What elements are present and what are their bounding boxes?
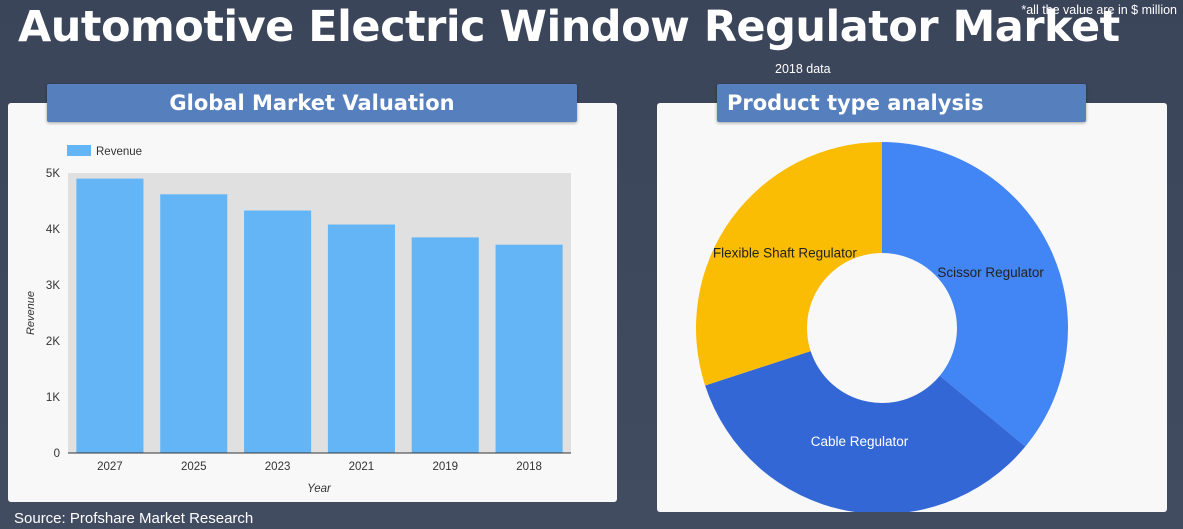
slice-label: Scissor Regulator xyxy=(937,265,1044,280)
data-year-label: 2018 data xyxy=(775,62,831,76)
x-tick-label: 2023 xyxy=(265,461,291,473)
bar-2027[interactable] xyxy=(76,178,144,453)
x-tick-label: 2018 xyxy=(516,461,542,473)
bar-2025[interactable] xyxy=(160,194,228,453)
bar-chart: Revenue 0 1K 2K 3K 4K 5K 2027 2025 2023 2021 2019 2… xyxy=(25,145,571,495)
legend-swatch xyxy=(67,145,91,156)
bar-2021[interactable] xyxy=(327,224,395,453)
y-axis-label: Revenue xyxy=(25,291,37,335)
plot-area xyxy=(68,173,571,453)
legend-label: Revenue xyxy=(96,146,142,158)
x-axis-label: Year xyxy=(307,483,332,495)
y-tick-label: 4K xyxy=(46,224,60,236)
x-tick-label: 2019 xyxy=(432,461,458,473)
bar-2018[interactable] xyxy=(495,244,563,453)
bar-2023[interactable] xyxy=(244,210,312,453)
page-title: Automotive Electric Window Regulator Mar… xyxy=(18,2,1120,52)
slice-label: Flexible Shaft Regulator xyxy=(713,245,858,260)
market-valuation-header: Global Market Valuation xyxy=(47,84,577,122)
source-note: Source: Profshare Market Research xyxy=(14,510,254,527)
product-type-header: Product type analysis xyxy=(717,84,1086,122)
x-tick-label: 2027 xyxy=(97,461,123,473)
slice-cable-regulator[interactable] xyxy=(705,351,1026,514)
y-tick-label: 2K xyxy=(46,336,60,348)
slice-label: Cable Regulator xyxy=(811,434,909,449)
product-type-panel: Scissor Regulator Cable Regulator Flexible… xyxy=(657,103,1167,514)
y-tick-label: 5K xyxy=(46,168,60,180)
x-tick-label: 2021 xyxy=(349,461,375,473)
y-tick-label: 1K xyxy=(46,392,60,404)
y-tick-label: 3K xyxy=(46,280,60,292)
slice-scissor-regulator[interactable] xyxy=(882,142,1068,447)
currency-note: *all the value are in $ million xyxy=(1021,3,1177,17)
market-valuation-panel: Revenue 0 1K 2K 3K 4K 5K 2027 2025 2023 2021 2019 2… xyxy=(8,103,617,502)
x-tick-label: 2025 xyxy=(181,461,207,473)
y-tick-label: 0 xyxy=(54,448,60,460)
bar-2019[interactable] xyxy=(411,237,479,453)
donut-chart: Scissor Regulator Cable Regulator Flexible… xyxy=(696,142,1068,514)
slice-flexible-shaft-regulator[interactable] xyxy=(696,142,882,386)
